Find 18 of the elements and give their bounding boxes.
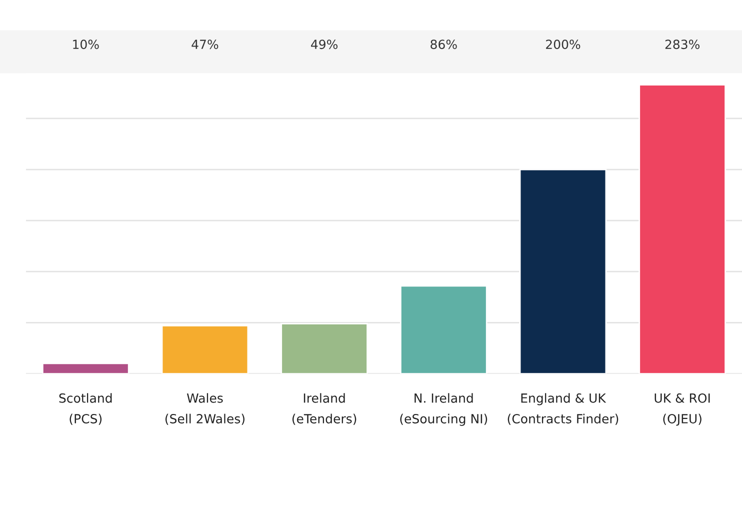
x-tick-label: England & UK (Contracts Finder) bbox=[508, 393, 618, 425]
data-label: 47% bbox=[192, 40, 218, 50]
bar bbox=[161, 325, 249, 374]
bar bbox=[42, 362, 130, 374]
bar bbox=[280, 322, 368, 374]
x-tick-label: Wales (Sell 2Wales) bbox=[165, 393, 244, 425]
data-label: 86% bbox=[430, 40, 457, 50]
data-label: 283% bbox=[665, 40, 700, 50]
data-label: 200% bbox=[546, 40, 580, 50]
x-tick-label: Ireland (eTenders) bbox=[292, 393, 356, 425]
x-tick-label: N. Ireland (eSourcing NI) bbox=[400, 393, 488, 426]
bar bbox=[638, 84, 726, 374]
bar bbox=[519, 168, 607, 374]
x-tick-label: Scotland (PCS) bbox=[59, 393, 112, 425]
x-tick-label: UK & ROI (OJEU) bbox=[654, 393, 710, 426]
data-label: 49% bbox=[311, 40, 338, 50]
bar bbox=[400, 285, 488, 374]
data-label: 10% bbox=[73, 40, 99, 50]
